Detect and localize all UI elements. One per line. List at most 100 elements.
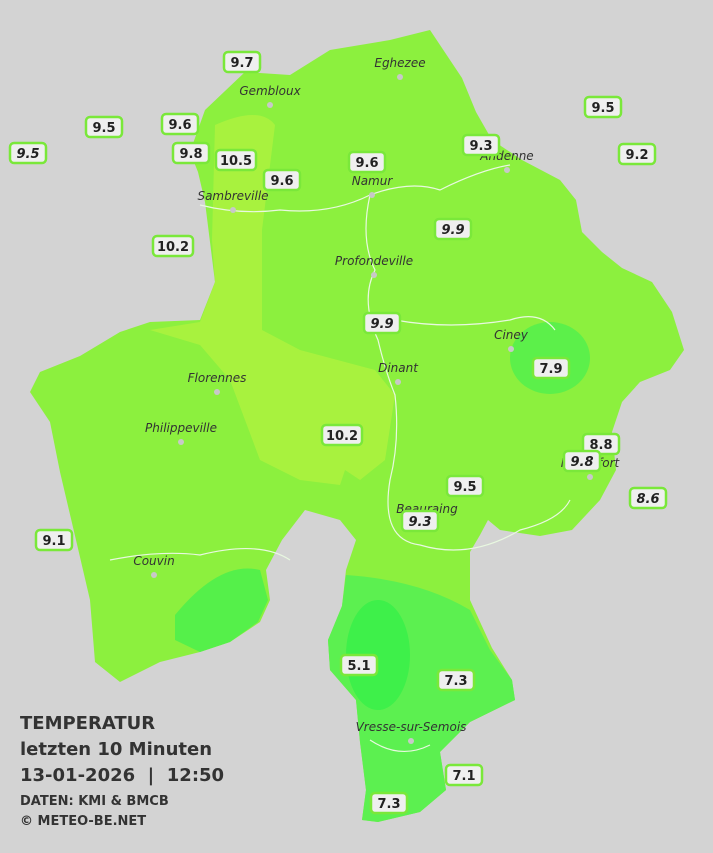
station: 9.1 [34,528,74,552]
station-value: 10.2 [157,240,189,255]
station-box [617,142,657,166]
cool-zone [175,568,268,652]
station: 9.7 [222,50,262,74]
station-box [347,150,387,174]
city-dot [504,167,510,173]
city-dot [214,389,220,395]
legend-text: 13-01-2026 | 12:50 [20,765,224,786]
station-box [400,509,440,533]
city-dot [178,439,184,445]
station-box [171,141,211,165]
station: 8.6 [628,486,668,510]
legend-text: © METEO-BE.NET [20,814,146,829]
city-name: Sambreville [197,189,268,203]
station: 9.3 [400,509,440,533]
station-box [369,791,409,815]
station: 9.9 [362,311,402,335]
station: 10.2 [151,234,195,258]
station-value: 9.6 [270,174,293,189]
station-box [320,423,364,447]
warm-zone [150,115,395,485]
station: 9.5 [445,474,485,498]
station-box [531,356,571,380]
legend-text: letzten 10 Minuten [20,739,212,760]
station: 9.6 [262,168,302,192]
station: 9.8 [171,141,211,165]
station-value: 10.2 [326,429,358,444]
legend-text: TEMPERATUR [20,713,155,734]
station-box [562,449,602,473]
station-value: 7.9 [539,362,562,377]
city-dot [371,272,377,278]
station-box [436,668,476,692]
city-name: Eghezee [374,56,425,70]
city-dot [395,379,401,385]
station-value: 9.9 [441,223,464,238]
station-value: 9.6 [355,156,378,171]
cold-zone [346,600,410,710]
city-dot [369,192,375,198]
station: 9.9 [433,217,473,241]
station-value: 9.5 [591,101,614,116]
station-box [433,217,473,241]
station-value: 9.2 [625,148,648,163]
station: 9.5 [84,115,124,139]
station: 9.2 [617,142,657,166]
station: 9.6 [347,150,387,174]
station: 7.9 [531,356,571,380]
city-name: Namur [352,174,394,188]
city-name: Profondeville [335,254,413,268]
station-box [84,115,124,139]
station: 9.3 [461,133,501,157]
station-value: 7.1 [452,769,475,784]
station: 7.3 [369,791,409,815]
station-value: 9.6 [168,118,191,133]
station: 10.5 [214,148,258,172]
station-value: 9.8 [570,455,593,470]
city-name: Couvin [133,554,174,568]
station-box [8,141,48,165]
station: 9.6 [160,112,200,136]
station-value: 7.3 [444,674,467,689]
station-value: 9.1 [42,534,65,549]
station-value: 7.3 [377,797,400,812]
station-value: 8.8 [589,438,612,453]
station-value: 9.5 [16,147,39,162]
station-box [461,133,501,157]
station: 9.8 [562,449,602,473]
station-box [34,528,74,552]
station: 9.5 [583,95,623,119]
station: 8.8 [581,432,621,456]
station-box [583,95,623,119]
city-name: Florennes [188,371,247,385]
station: 7.1 [444,763,484,787]
legend-text: DATEN: KMI & BMCB [20,794,169,809]
city-dot [151,572,157,578]
station-box [628,486,668,510]
station-box [445,474,485,498]
labels: EghezeeGemblouxAndenneNamurSambrevillePr… [8,50,668,829]
station-value: 9.9 [370,317,393,332]
station-value: 10.5 [220,154,252,169]
city-name: Ciney [494,328,529,342]
station-box [160,112,200,136]
station-value: 9.3 [408,515,431,530]
station-value: 9.5 [453,480,476,495]
station-box [362,311,402,335]
station-box [151,234,195,258]
city-name: Dinant [378,361,419,375]
city-dot [508,346,514,352]
station-value: 9.3 [469,139,492,154]
rivers [109,164,571,753]
station-box [222,50,262,74]
city-name: Philippeville [145,421,217,435]
station-value: 9.5 [92,121,115,136]
station-box [339,653,379,677]
station-value: 9.7 [230,56,253,71]
station: 7.3 [436,668,476,692]
station-box [444,763,484,787]
station-value: 8.6 [636,492,659,507]
station: 10.2 [320,423,364,447]
city-dot [397,74,403,80]
